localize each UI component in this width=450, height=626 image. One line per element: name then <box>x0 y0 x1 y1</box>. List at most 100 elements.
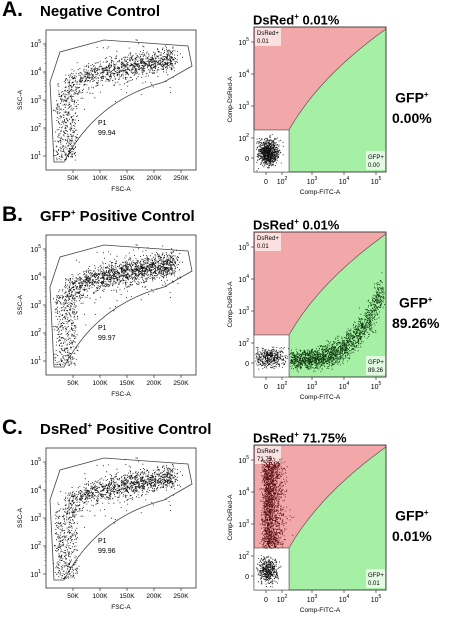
x-tick-label: 105 <box>371 594 382 604</box>
p1-gate-percent: 99.94 <box>98 130 116 137</box>
y-tick-label: 101 <box>30 151 41 161</box>
superscript-plus: + <box>294 430 299 439</box>
y-tick-label: 104 <box>30 67 41 77</box>
y-tick-label: 102 <box>238 133 249 143</box>
superscript-plus: + <box>294 12 299 21</box>
y-tick-label: 105 <box>30 39 41 49</box>
x-axis-label: FSC-A <box>111 391 131 398</box>
dsred-title-value: 71.75% <box>302 430 347 446</box>
p1-gate-name: P1 <box>98 538 107 545</box>
x-tick-label: 150K <box>119 593 135 600</box>
gfp-gate-value: 89.26 <box>368 368 384 374</box>
y-tick-label: 105 <box>238 37 249 47</box>
gfp-side-text: GFP <box>395 89 424 106</box>
event-dots <box>259 457 295 549</box>
y-tick-label: 105 <box>30 457 41 467</box>
y-tick-label: 0 <box>245 361 249 368</box>
y-axis-label: Comp-DsRed-A <box>227 494 234 541</box>
fsc-ssc-plot: 101 102 103 104 105 50K 100K 150K 200K 250K FSC-A S… <box>17 447 197 611</box>
gfp-percent-side: GFP+ 89.26% <box>392 290 439 333</box>
gfp-percent-side: GFP+ 0.01% <box>392 503 432 546</box>
plot-frame <box>253 231 387 378</box>
event-dots <box>255 134 284 172</box>
x-axis-label: Comp-FITC-A <box>300 394 341 401</box>
x-tick-label: 103 <box>307 594 318 604</box>
dsred-gate-value: 0.01 <box>257 244 269 250</box>
gfp-side-label: GFP+ <box>392 503 432 526</box>
x-tick-label: 50K <box>67 175 79 182</box>
y-tick-label: 103 <box>30 95 41 105</box>
dsred-gate-value: 71.75 <box>257 457 273 463</box>
gfp-side-label: GFP+ <box>392 290 439 313</box>
x-tick-label: 104 <box>339 176 350 186</box>
y-tick-label: 101 <box>30 569 41 579</box>
dsred-percent-title: DsRed+ 0.01% <box>253 12 339 27</box>
y-tick-label: 103 <box>30 513 41 523</box>
y-tick-label: 103 <box>30 300 41 310</box>
y-tick-label: 105 <box>238 242 249 252</box>
x-tick-label: 0 <box>264 597 268 604</box>
plot-frame <box>253 26 387 173</box>
p1-gate-name: P1 <box>98 325 107 332</box>
x-tick-label: 105 <box>371 381 382 391</box>
dsred-title-text: DsRed <box>253 217 295 233</box>
gfp-side-value-row: 0.00% <box>392 108 432 128</box>
y-tick-label: 102 <box>238 551 249 561</box>
x-tick-label: 100K <box>92 380 108 387</box>
panel-label: B. <box>2 203 23 226</box>
panel-title: Negative Control <box>40 3 160 20</box>
panel-title: GFP+ Positive Control <box>40 208 195 225</box>
x-tick-label: 102 <box>277 176 288 186</box>
y-tick-label: 104 <box>238 274 249 284</box>
dsred-gate-label-box <box>255 28 281 46</box>
dsred-gate-name: DsRed+ <box>257 449 279 455</box>
x-tick-label: 103 <box>307 176 318 186</box>
y-tick-label: 0 <box>245 156 249 163</box>
p1-gate <box>49 39 193 163</box>
event-dots <box>53 508 80 579</box>
dsred-gate-value: 0.01 <box>257 39 269 45</box>
panel-label: A. <box>2 0 23 21</box>
panel-b: B. GFP+ Positive Control DsRed+ 0.01% GFP+ 8… <box>0 203 450 413</box>
y-tick-label: 101 <box>30 356 41 366</box>
panel-a: A. Negative Control DsRed+ 0.01% GFP+ 0.00% 1… <box>0 0 450 208</box>
x-axis-label: FSC-A <box>111 604 131 611</box>
gfp-gate-value: 0.00 <box>368 163 380 169</box>
y-tick-label: 104 <box>30 485 41 495</box>
y-axis-label: Comp-DsRed-A <box>227 281 234 328</box>
gfp-gate-label-box <box>366 356 385 375</box>
y-tick-label: 104 <box>30 272 41 282</box>
p1-gate <box>49 457 193 581</box>
x-tick-label: 104 <box>339 594 350 604</box>
y-tick-label: 104 <box>238 487 249 497</box>
x-tick-label: 0 <box>264 384 268 391</box>
gfp-gate-name: GFP+ <box>368 360 384 366</box>
y-axis-label: Comp-DsRed-A <box>227 76 234 123</box>
panel-c: C. DsRed+ Positive Control DsRed+ 71.75% GF… <box>0 416 450 626</box>
fitc-dsred-plot: 0 102 103 104 105 0 102 103 104 105 Comp-FITC-A Com… <box>227 26 387 196</box>
event-dots <box>57 457 183 528</box>
panel-label: C. <box>2 416 23 439</box>
gfp-side-value: 89.26% <box>392 314 440 331</box>
fitc-dsred-plot: 0 102 103 104 105 0 102 103 104 105 Comp-FITC-A Com… <box>227 231 387 401</box>
x-tick-label: 150K <box>119 380 135 387</box>
x-axis-label: FSC-A <box>111 186 131 193</box>
event-dots <box>58 244 183 326</box>
y-tick-label: 102 <box>30 123 41 133</box>
y-axis-label: SSC-A <box>17 507 24 528</box>
dsred-percent-title: DsRed+ 71.75% <box>253 430 347 445</box>
event-dots <box>290 272 385 373</box>
superscript-plus: + <box>423 90 429 99</box>
x-tick-label: 250K <box>173 175 189 182</box>
y-axis-label: SSC-A <box>17 89 24 110</box>
y-tick-label: 103 <box>238 306 249 316</box>
p1-gate-name: P1 <box>98 120 107 127</box>
panel-title-sup: + <box>87 421 93 430</box>
panel-title-rest: Positive Control <box>92 421 212 438</box>
x-tick-label: 50K <box>67 593 79 600</box>
gfp-side-value: 0.01% <box>392 527 432 544</box>
panel-title-rest: Positive Control <box>75 208 195 225</box>
p1-gate-percent: 99.97 <box>98 335 116 342</box>
x-tick-label: 104 <box>339 381 350 391</box>
x-tick-label: 200K <box>146 593 162 600</box>
